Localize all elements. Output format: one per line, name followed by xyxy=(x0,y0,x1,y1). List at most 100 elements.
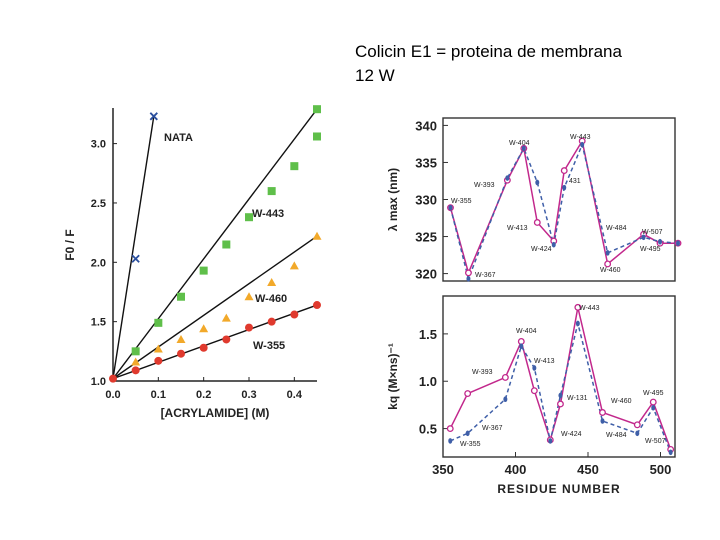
sv-point-w-460 xyxy=(289,261,299,270)
lambda-max-chart-point-dashed xyxy=(448,204,453,211)
sv-point-w-460 xyxy=(312,231,322,240)
sv-x-tick-label: 0.0 xyxy=(105,389,120,401)
lambda-max-chart: 320 325 330 335 340 λ max (nm) W-404 W-443 W-393… xyxy=(386,117,682,282)
kq-chart-annotation: W-507 xyxy=(645,438,666,445)
kq-chart-point-solid xyxy=(530,387,538,395)
sv-point-w-355 xyxy=(267,317,276,326)
sv-y-tick-label: 3.0 xyxy=(91,139,106,151)
lambda-max-chart-point-dashed xyxy=(551,241,556,248)
kq-chart-x-tick-label: 450 xyxy=(577,462,599,477)
kq-chart-annotation: W-367 xyxy=(482,425,503,432)
lambda-max-chart-y-tick-label: 320 xyxy=(415,267,437,282)
kq-chart-annotation: W-495 xyxy=(643,390,664,397)
sv-point-w-355 xyxy=(109,374,117,383)
kq-chart-annotation: W-484 xyxy=(606,432,627,439)
lambda-max-chart-annotation: W-367 xyxy=(475,272,496,279)
sv-point-w-460 xyxy=(244,292,254,301)
lambda-max-chart-y-tick-label: 330 xyxy=(415,193,437,208)
kq-chart-series-solid xyxy=(449,307,672,450)
kq-chart-point-solid xyxy=(599,409,606,416)
sv-fit-line-w-443 xyxy=(112,108,318,380)
lambda-max-chart-annotation: W-484 xyxy=(606,225,627,232)
lambda-max-chart-point-solid xyxy=(533,219,541,226)
lambda-max-chart-y-tick-label: 335 xyxy=(415,155,437,170)
sv-series-label-nata: NATA xyxy=(164,132,193,144)
sv-point-w-443 xyxy=(131,347,140,356)
lambda-max-chart-frame xyxy=(442,117,676,282)
lambda-max-chart-annotation: W-355 xyxy=(451,198,472,205)
sv-point-nata xyxy=(149,112,158,121)
lambda-max-chart-annotation: W-495 xyxy=(640,246,661,253)
sv-y-tick-label: 2.5 xyxy=(91,198,106,210)
kq-chart-point-dashed xyxy=(600,418,605,424)
sv-point-w-355 xyxy=(245,323,253,332)
lambda-max-chart-point-solid xyxy=(560,167,568,175)
kq-chart: 0.5 1.0 1.5 350 400 450 500 RESIDUE NUMBER kq (M… xyxy=(386,295,676,496)
sv-series-label-w-443: W-443 xyxy=(252,208,284,220)
lambda-max-chart-point-dashed xyxy=(658,238,663,245)
sv-x-axis-label: [ACRYLAMIDE] (M) xyxy=(161,406,270,420)
sv-point-w-443 xyxy=(177,292,185,301)
sv-point-w-443 xyxy=(222,240,231,249)
kq-chart-frame xyxy=(442,295,676,458)
kq-chart-point-dashed xyxy=(635,430,640,437)
kq-chart-point-dashed xyxy=(465,430,470,437)
kq-chart-y-axis-label: kq (M×ns)⁻¹ xyxy=(386,343,400,410)
sv-y-tick-label: 1.0 xyxy=(91,376,106,388)
sv-y-axis-label: F0 / F xyxy=(63,229,77,260)
kq-chart-y-tick-label: 1.5 xyxy=(419,327,437,342)
sv-point-w-443 xyxy=(245,213,253,222)
kq-chart-series-dashed xyxy=(449,323,672,453)
lambda-max-chart-annotation: W-424 xyxy=(531,246,552,253)
sv-y-tick-label: 1.5 xyxy=(91,317,106,329)
kq-chart-y-tick-label: 1.0 xyxy=(419,374,437,389)
sv-x-tick-label: 0.3 xyxy=(241,389,256,401)
lambda-max-chart-point-dashed xyxy=(562,184,567,191)
kq-chart-point-dashed xyxy=(532,365,537,371)
kq-chart-point-dashed xyxy=(668,449,673,456)
sv-point-w-443 xyxy=(267,187,276,196)
sv-point-w-355 xyxy=(290,310,299,319)
sv-point-w-460 xyxy=(221,313,231,322)
kq-chart-x-tick-label: 350 xyxy=(432,462,454,477)
kq-chart-annotation: W-424 xyxy=(561,431,582,438)
sv-point-w-443 xyxy=(313,132,321,141)
sv-x-tick-label: 0.1 xyxy=(151,389,166,401)
sv-point-w-460 xyxy=(153,344,163,353)
sv-point-w-355 xyxy=(131,366,140,375)
sv-point-nata xyxy=(131,254,140,263)
kq-chart-point-solid xyxy=(557,400,564,408)
sv-point-w-355 xyxy=(154,356,163,365)
kq-chart-point-solid xyxy=(633,421,641,429)
lambda-max-chart-annotation: W-460 xyxy=(600,267,621,274)
sv-fit-line-w-355 xyxy=(112,304,318,380)
slide-title-line-1: Colicin E1 = proteina de membrana xyxy=(355,42,622,61)
sv-point-w-443 xyxy=(313,105,321,114)
sv-point-w-460 xyxy=(199,324,209,333)
lambda-max-chart-annotation: W-393 xyxy=(474,182,495,189)
kq-chart-point-dashed xyxy=(448,438,453,444)
sv-point-w-443 xyxy=(199,266,208,275)
slide-title-line-2: 12 W xyxy=(355,66,395,85)
kq-chart-annotation: W-355 xyxy=(460,441,481,448)
kq-chart-x-tick-label: 400 xyxy=(505,462,527,477)
kq-chart-point-dashed xyxy=(651,404,656,411)
kq-chart-x-axis-label: RESIDUE NUMBER xyxy=(497,482,620,496)
sv-series-label-w-460: W-460 xyxy=(255,293,287,305)
sv-point-w-443 xyxy=(290,162,299,171)
lambda-max-chart-point-dashed xyxy=(641,234,646,241)
lambda-max-chart-y-tick-label: 340 xyxy=(415,118,437,133)
lambda-max-chart-point-dashed xyxy=(505,175,510,181)
lambda-max-chart-point-dashed xyxy=(521,145,526,152)
sv-series-label-w-355: W-355 xyxy=(253,340,285,352)
sv-x-tick-label: 0.2 xyxy=(196,389,211,401)
sv-point-w-355 xyxy=(222,335,231,344)
sv-point-w-460 xyxy=(267,277,277,286)
kq-chart-point-solid xyxy=(649,398,657,406)
kq-chart-point-solid xyxy=(501,373,509,381)
lambda-max-chart-point-dashed xyxy=(605,250,610,256)
kq-chart-point-dashed xyxy=(503,396,508,403)
kq-chart-point-solid xyxy=(464,390,472,397)
stern-volmer-chart: 0.0 0.1 0.2 0.3 0.4 1.0 1.5 2.0 2.5 3.0 [ACRYLAMID… xyxy=(63,105,322,420)
lambda-max-chart-point-solid xyxy=(604,260,612,268)
